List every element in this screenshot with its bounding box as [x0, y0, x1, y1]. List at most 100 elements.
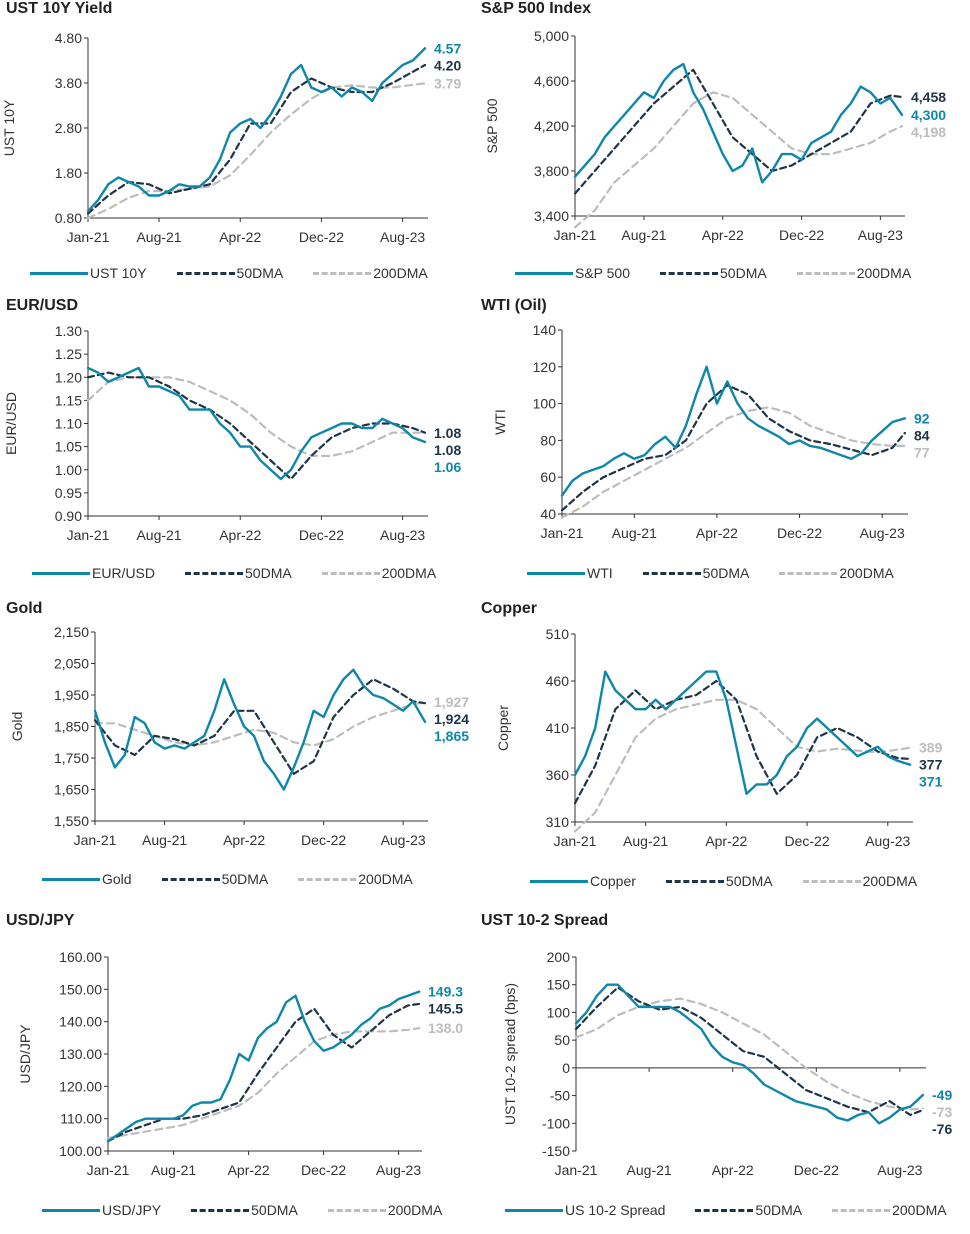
chart-panel-ust102: UST 10-2 Spread -150 -100 -50 0 50 100 150 200 J…	[475, 912, 960, 1234]
end-value-label: 4.57	[434, 40, 461, 56]
price-line	[106, 990, 421, 1143]
x-tick-label: Aug-23	[865, 833, 910, 849]
x-tick-label: Jan-21	[554, 833, 597, 849]
chart-legend: US 10-2 Spread 50DMA 200DMA	[505, 1202, 970, 1218]
legend-ma50: 50DMA	[642, 565, 749, 581]
y-tick-label: 140	[533, 322, 557, 338]
y-tick-label: 1.15	[55, 392, 82, 408]
x-tick-label: Jan-21	[67, 229, 110, 245]
end-value-label: -76	[932, 1121, 952, 1137]
legend-label: 50DMA	[720, 265, 767, 281]
x-tick-label: Dec-22	[299, 229, 344, 245]
legend-label: WTI	[587, 565, 613, 581]
x-tick-label: Apr-22	[219, 229, 261, 245]
y-tick-label: 460	[546, 673, 570, 689]
legend-label: 50DMA	[755, 1202, 803, 1218]
y-tick-label: 100	[547, 1004, 571, 1020]
legend-label: Gold	[102, 871, 132, 887]
chart-ust102: -150 -100 -50 0 50 100 150 200 Jan-21 Aug-21 Apr-2…	[502, 949, 952, 1178]
legend-label: EUR/USD	[92, 565, 156, 581]
y-tick-label: 410	[546, 720, 570, 736]
end-value-label: 4,458	[911, 89, 946, 105]
chart-legend: Copper 50DMA 200DMA	[530, 873, 947, 889]
y-tick-label: 1.30	[55, 323, 82, 339]
chart-title: WTI (Oil)	[481, 297, 547, 314]
x-tick-label: Aug-23	[858, 227, 903, 243]
y-tick-label: 100	[533, 396, 557, 412]
legend-label: 200DMA	[387, 1202, 443, 1218]
end-value-label: 84	[914, 427, 930, 443]
chart-title: Gold	[6, 600, 43, 617]
x-tick-label: Aug-23	[380, 229, 425, 245]
legend-swatch	[802, 879, 861, 883]
price-line	[573, 670, 912, 796]
y-tick-label: -50	[550, 1088, 570, 1104]
legend-ma200: 200DMA	[779, 565, 894, 581]
legend-swatch	[530, 879, 588, 883]
y-tick-label: 150.00	[59, 981, 102, 997]
legend-swatch	[176, 271, 235, 275]
legend-series: UST 10Y	[30, 265, 147, 281]
chart-legend: EUR/USD 50DMA 200DMA	[32, 565, 466, 581]
x-tick-label: Aug-21	[621, 227, 666, 243]
ma200-line	[573, 91, 904, 229]
end-value-label: -49	[932, 1087, 952, 1103]
legend-label: 200DMA	[862, 873, 918, 889]
ma50-line	[573, 68, 904, 195]
y-tick-label: -100	[542, 1115, 570, 1131]
legend-series: EUR/USD	[32, 565, 155, 581]
y-tick-label: 130.00	[59, 1046, 102, 1062]
chart-panel-copper: Copper 310 360 410 460 510 Jan-21 Aug-21 Apr-22…	[475, 600, 960, 905]
ma200-line	[106, 1026, 421, 1140]
legend-label: S&P 500	[575, 265, 631, 281]
y-tick-label: 150	[547, 977, 571, 993]
legend-swatch	[660, 271, 719, 275]
legend-label: USD/JPY	[102, 1202, 162, 1218]
x-tick-label: Aug-23	[376, 1162, 421, 1178]
ma50-line	[574, 986, 924, 1117]
y-tick-label: 1,850	[54, 719, 89, 735]
legend-label: 200DMA	[892, 1202, 947, 1218]
legend-series: Copper	[530, 873, 636, 889]
legend-series: US 10-2 Spread	[505, 1202, 665, 1218]
legend-swatch	[527, 571, 585, 575]
y-axis-label: UST 10Y	[1, 99, 17, 156]
end-value-label: 145.5	[428, 1001, 463, 1017]
y-tick-label: 1.00	[55, 462, 82, 478]
legend-swatch	[42, 1208, 100, 1212]
x-tick-label: Jan-21	[554, 227, 597, 243]
chart-wti: 40 60 80 100 120 140 Jan-21 Aug-21 Apr-22 Dec-22 A…	[492, 322, 930, 541]
chart-usdjpy: 100.00 110.00 120.00 130.00 140.00 150.00 160.…	[17, 949, 463, 1178]
x-tick-label: Apr-22	[705, 833, 747, 849]
legend-label: 50DMA	[251, 1202, 298, 1218]
legend-swatch	[185, 571, 244, 575]
x-tick-label: Apr-22	[228, 1162, 270, 1178]
y-tick-label: 140.00	[59, 1014, 102, 1030]
ma200-line	[560, 406, 906, 519]
x-tick-label: Apr-22	[702, 227, 744, 243]
end-value-label: 1.08	[434, 442, 461, 458]
y-tick-label: 0.95	[55, 485, 82, 501]
x-tick-label: Dec-22	[794, 1162, 839, 1178]
legend-swatch	[321, 571, 380, 575]
end-value-label: 3.79	[434, 75, 461, 91]
legend-swatch	[298, 877, 357, 881]
end-value-label: 1.06	[434, 459, 461, 475]
end-value-label: 77	[914, 444, 930, 460]
legend-swatch	[796, 271, 855, 275]
chart-gold: 1,550 1,650 1,750 1,850 1,950 2,050 2,150 Jan-2…	[9, 624, 469, 848]
end-value-label: 1,927	[434, 694, 469, 710]
legend-ma200: 200DMA	[321, 565, 436, 581]
y-tick-label: 2,050	[54, 656, 89, 672]
legend-swatch	[505, 1208, 563, 1212]
legend-label: UST 10Y	[90, 265, 147, 281]
ma50-line	[106, 1002, 421, 1143]
x-tick-label: Aug-21	[623, 833, 668, 849]
legend-swatch	[32, 571, 90, 575]
y-tick-label: 1,950	[54, 687, 89, 703]
y-tick-label: 360	[546, 767, 570, 783]
x-tick-label: Aug-21	[142, 832, 187, 848]
legend-ma50: 50DMA	[191, 1202, 298, 1218]
chart-legend: UST 10Y 50DMA 200DMA	[30, 265, 458, 281]
legend-ma50: 50DMA	[176, 265, 283, 281]
